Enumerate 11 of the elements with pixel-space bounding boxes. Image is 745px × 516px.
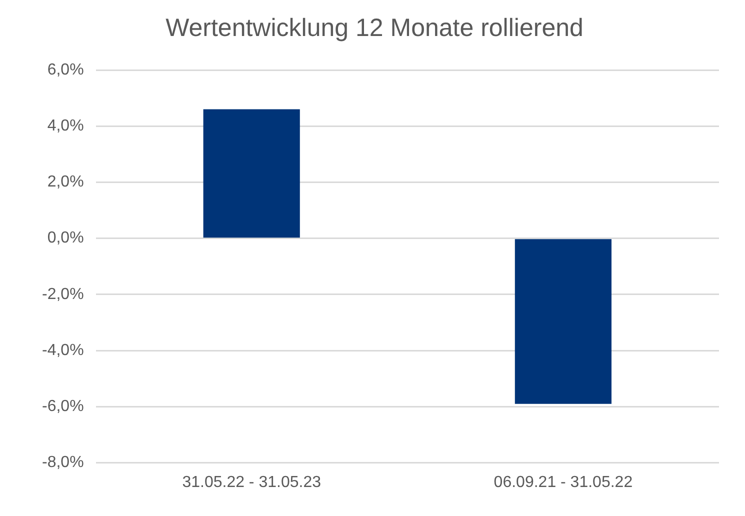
x-tick-label: 31.05.22 - 31.05.23 bbox=[182, 474, 322, 491]
x-tick-label: 06.09.21 - 31.05.22 bbox=[494, 474, 633, 491]
y-tick-label: -2,0% bbox=[42, 286, 84, 303]
y-tick-label: -8,0% bbox=[42, 454, 84, 472]
y-tick-label: -6,0% bbox=[42, 398, 84, 416]
y-tick-label: 0,0% bbox=[47, 230, 84, 247]
y-tick-label: 4,0% bbox=[47, 118, 84, 135]
chart-title: Wertentwicklung 12 Monate rollierend bbox=[166, 14, 584, 42]
y-tick-label: -4,0% bbox=[42, 342, 84, 359]
y-tick-label: 2,0% bbox=[47, 174, 84, 191]
y-tick-label: 6,0% bbox=[47, 61, 84, 78]
